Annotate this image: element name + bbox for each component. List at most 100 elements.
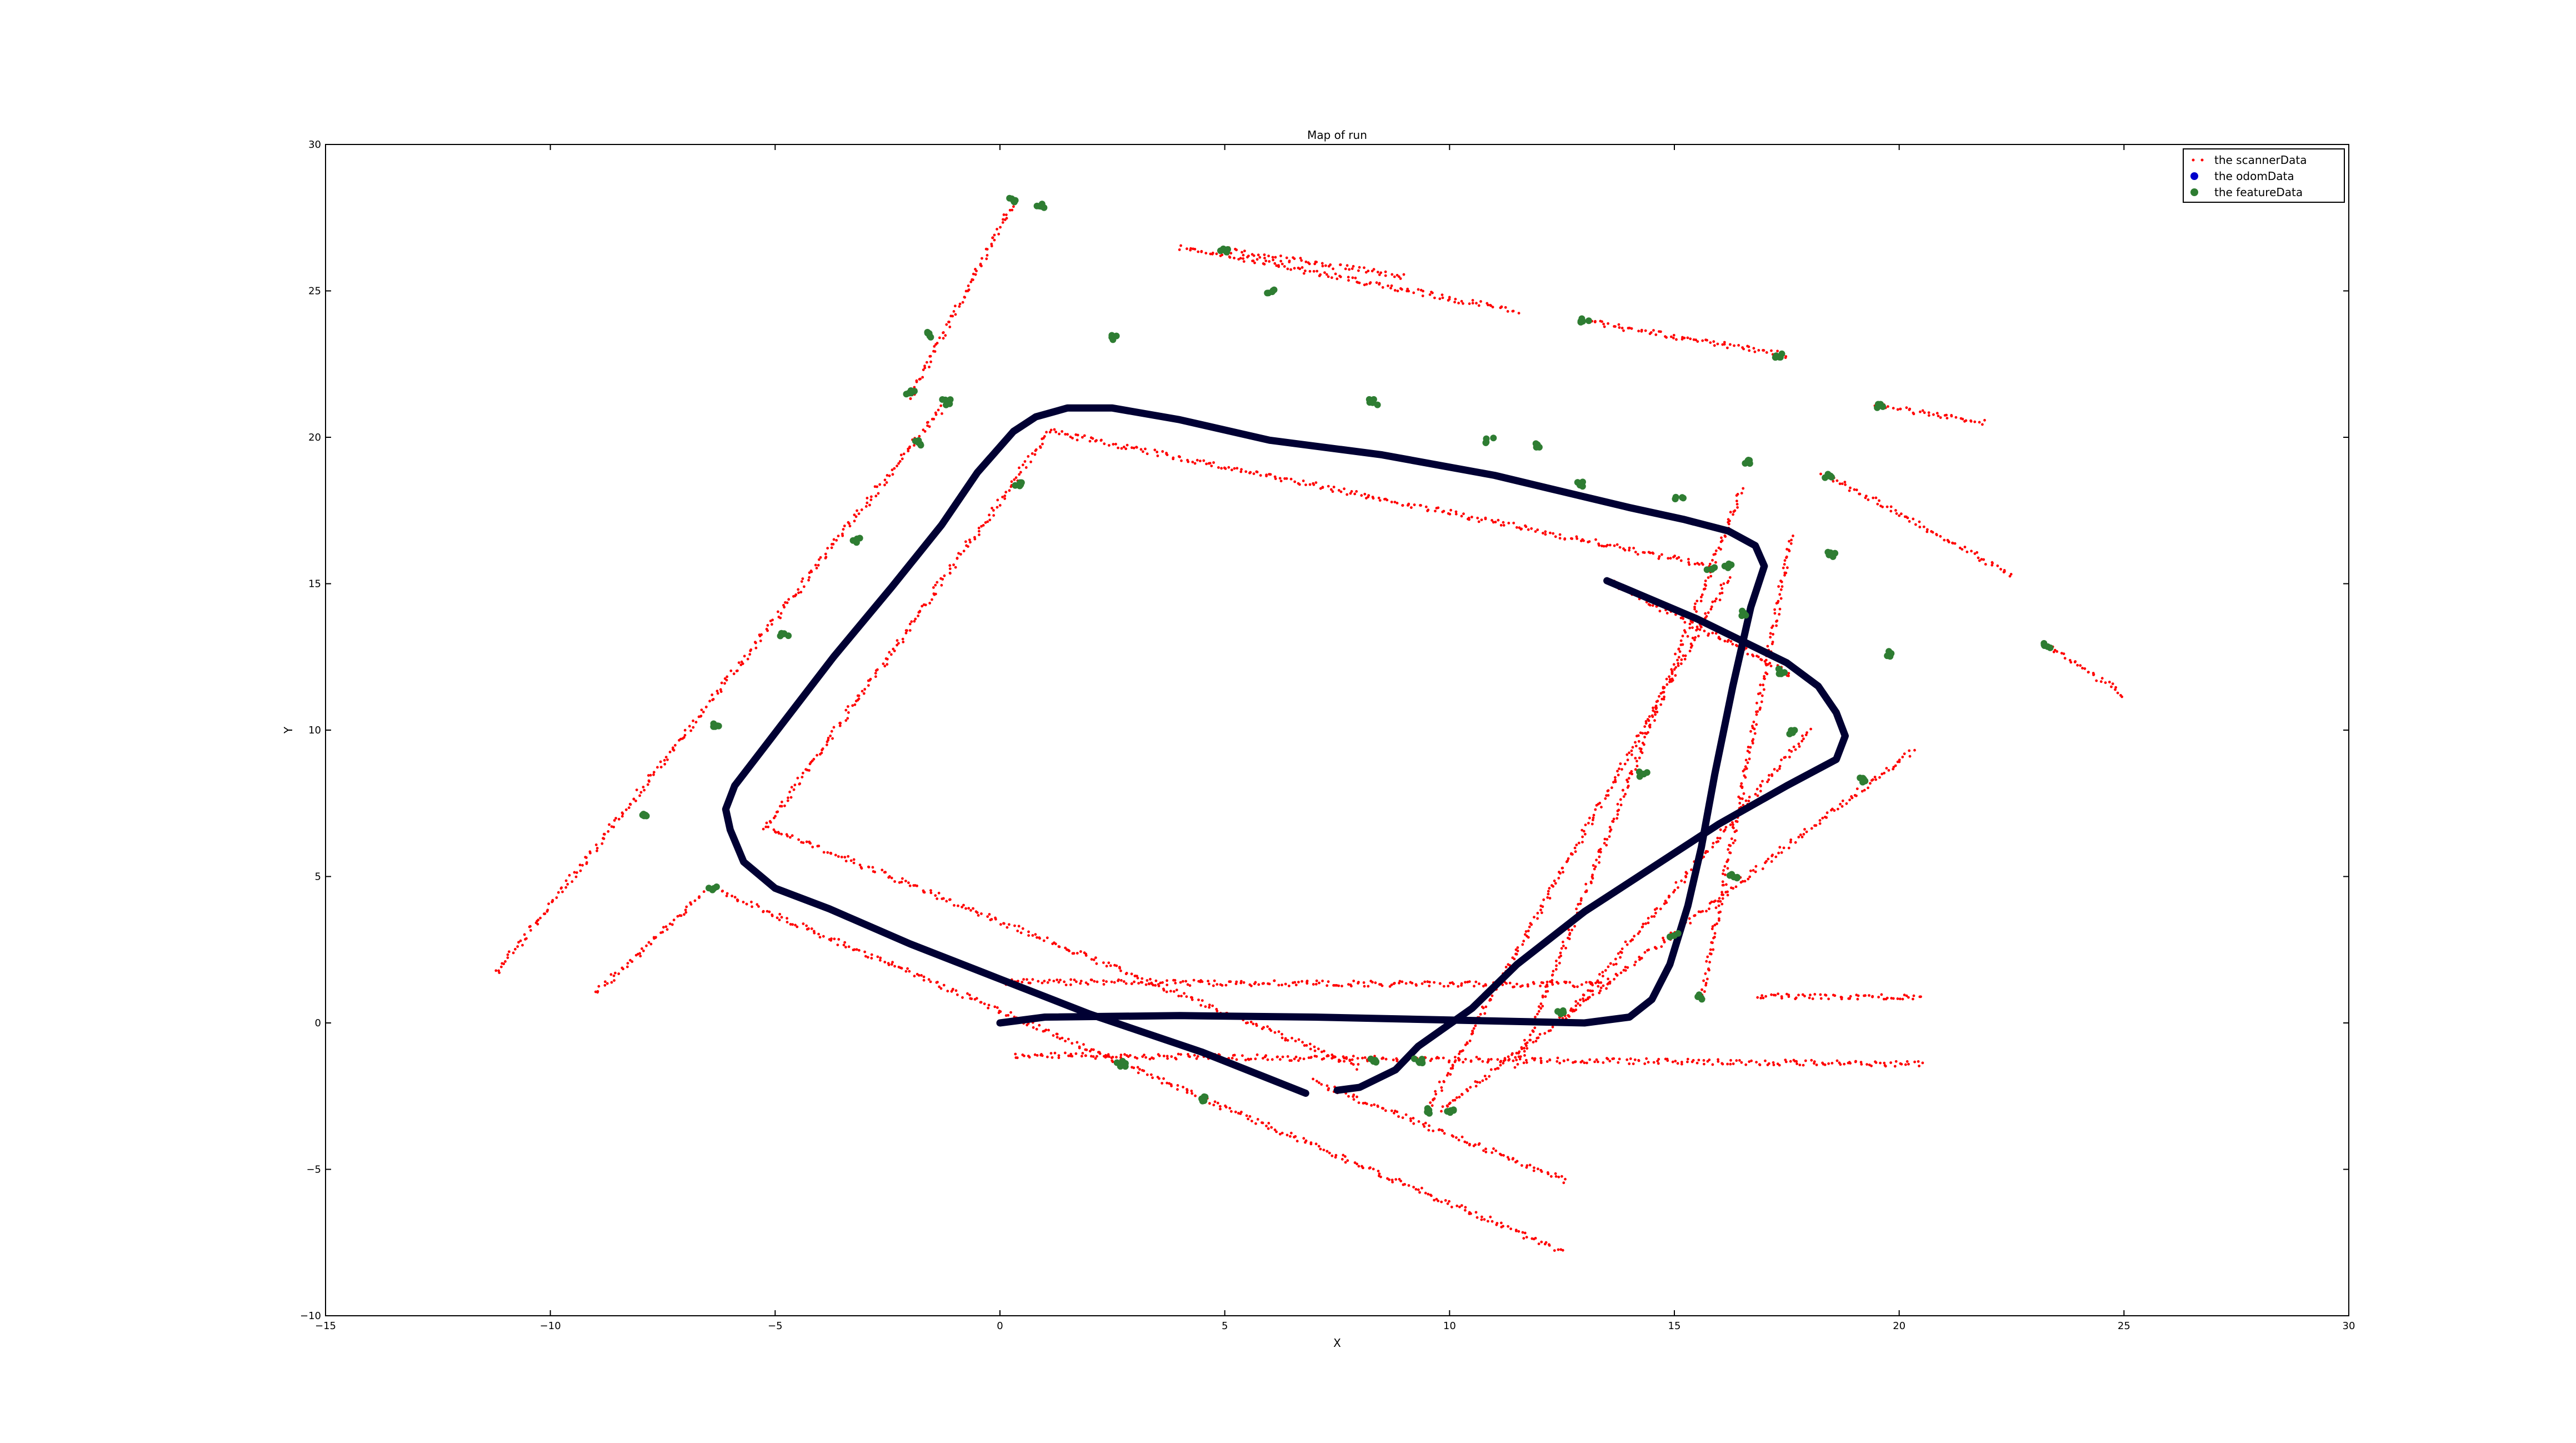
scanner-point <box>1252 472 1256 475</box>
scanner-point <box>1315 1055 1318 1058</box>
scanner-point <box>1312 1077 1315 1081</box>
scanner-point <box>1562 945 1565 947</box>
scanner-point <box>1141 1055 1144 1058</box>
scanner-point <box>1599 981 1603 984</box>
scanner-point <box>957 904 959 907</box>
scanner-point <box>966 992 969 995</box>
scanner-point <box>2055 650 2059 653</box>
scanner-point <box>668 922 672 925</box>
scanner-point <box>867 684 870 687</box>
scanner-point <box>733 896 737 899</box>
scanner-point <box>826 851 829 854</box>
scanner-point <box>1448 296 1451 299</box>
scanner-point <box>1736 506 1739 509</box>
scanner-point <box>1363 1056 1367 1059</box>
scanner-point <box>906 629 908 632</box>
scanner-point <box>1148 1057 1152 1061</box>
scanner-point <box>1288 259 1291 262</box>
scanner-point <box>1914 523 1917 526</box>
scanner-point <box>2009 573 2013 576</box>
scanner-point <box>749 649 752 652</box>
scanner-point <box>1244 470 1248 473</box>
scanner-point <box>919 377 922 381</box>
scanner-point <box>617 972 621 975</box>
feature-point <box>1012 482 1019 489</box>
scanner-point <box>1764 1059 1767 1062</box>
scanner-point <box>1783 559 1787 562</box>
scanner-point <box>1352 1055 1355 1058</box>
scanner-point <box>879 956 882 960</box>
scanner-point <box>664 756 668 758</box>
scanner-point <box>1573 925 1577 928</box>
scanner-point <box>1415 984 1418 987</box>
scanner-point <box>1582 830 1585 833</box>
scanner-point <box>506 956 509 959</box>
scanner-point <box>1634 768 1637 771</box>
scanner-point <box>1835 479 1839 482</box>
scanner-point <box>1634 741 1637 744</box>
scanner-point <box>1208 1102 1211 1105</box>
scanner-point <box>1591 993 1594 996</box>
scanner-point <box>852 861 856 865</box>
scanner-point <box>1407 502 1410 506</box>
scanner-point <box>1379 271 1383 274</box>
scanner-point <box>1173 978 1177 982</box>
scanner-point <box>1321 486 1324 489</box>
scanner-point <box>1658 610 1662 613</box>
scanner-point <box>1211 251 1214 254</box>
scanner-point <box>1552 970 1555 973</box>
scanner-point <box>1103 442 1106 446</box>
scanner-point <box>1320 1083 1323 1086</box>
scanner-point <box>920 974 923 977</box>
scanner-point <box>1479 300 1482 303</box>
scanner-point <box>1520 527 1523 531</box>
scanner-point <box>1797 742 1800 746</box>
scanner-point <box>1329 263 1332 266</box>
scanner-point <box>1593 867 1596 871</box>
scanner-point <box>1905 406 1908 410</box>
scanner-point <box>1524 930 1528 933</box>
scanner-point <box>878 483 882 486</box>
scanner-point <box>1465 1141 1469 1144</box>
scanner-point <box>1281 1055 1284 1058</box>
scanner-point <box>1612 820 1615 823</box>
scanner-point <box>1454 297 1457 301</box>
scanner-point <box>1622 329 1625 332</box>
x-tick-label: −5 <box>768 1320 783 1332</box>
scanner-point <box>1532 982 1535 985</box>
scanner-point <box>816 845 819 848</box>
scanner-point <box>1595 858 1598 862</box>
scanner-point <box>1778 593 1782 596</box>
scanner-point <box>893 467 896 470</box>
scanner-point <box>1122 980 1126 983</box>
scanner-point <box>1286 1038 1289 1042</box>
scanner-point <box>1229 252 1233 255</box>
scanner-point <box>1900 512 1903 516</box>
scanner-point <box>1081 1052 1084 1055</box>
scanner-point <box>1399 1180 1403 1182</box>
scanner-point <box>968 993 971 997</box>
scanner-point <box>1521 984 1524 987</box>
scanner-point <box>1133 975 1137 977</box>
scanner-point <box>1584 998 1588 1001</box>
scanner-point <box>564 886 568 889</box>
scanner-point <box>1239 981 1243 985</box>
scanner-point <box>797 588 800 591</box>
scanner-point <box>1363 266 1365 269</box>
scanner-point <box>1219 1105 1222 1108</box>
scanner-point <box>1480 1218 1483 1221</box>
scanner-point <box>1349 983 1352 986</box>
scanner-point <box>1534 1016 1537 1018</box>
scanner-point <box>1898 997 1902 1001</box>
scanner-point <box>1006 926 1009 929</box>
scanner-point <box>1389 287 1392 289</box>
scanner-point <box>1230 1110 1233 1113</box>
scanner-point <box>666 928 669 931</box>
scanner-point <box>1773 768 1776 771</box>
scanner-point <box>948 567 952 570</box>
scanner-point <box>1741 880 1744 883</box>
scanner-point <box>1628 751 1631 755</box>
scanner-point <box>1447 1072 1450 1075</box>
feature-point <box>1450 1107 1457 1114</box>
scanner-point <box>1452 982 1455 986</box>
